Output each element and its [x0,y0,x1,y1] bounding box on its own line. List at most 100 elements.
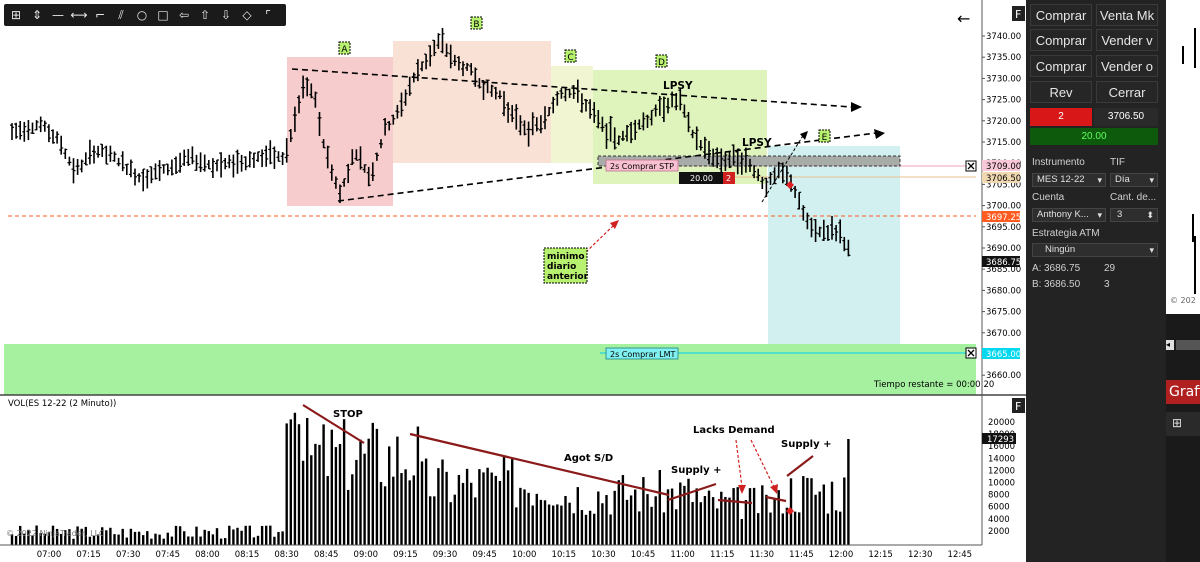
corner-icon[interactable]: ⌜ [265,8,271,22]
volume-bar [568,502,571,545]
reverse-button[interactable]: Rev [1030,81,1092,103]
volume-bar [244,525,247,545]
adjacent-scroll-left-icon[interactable]: ◂ [1166,340,1174,350]
diamond-icon[interactable]: ◇ [242,8,252,22]
volume-bar [470,482,473,545]
volume-bar [588,510,592,545]
phase-a-label: A [341,45,348,55]
volume-bar [839,511,842,545]
limit-order-tag[interactable] [605,347,679,360]
stop-price-tag[interactable] [679,172,723,184]
volume-bar [515,507,518,545]
parallel-lines-icon[interactable]: ⫽ [118,8,124,22]
volume-bar [777,490,780,545]
time-tick-label: 10:15 [552,550,577,560]
ruler-icon[interactable]: ⊞ [10,8,22,22]
ellipse-icon[interactable]: ○ [136,8,148,22]
buy-limit-button[interactable]: Comprar [1030,29,1092,51]
time-remaining: Tiempo restante = 00:00:20 [873,380,994,390]
volume-bar [150,538,153,545]
tif-label: TIF [1110,157,1125,168]
chart-area[interactable]: A B C D E LPSY LPSY minimo diario anteri… [0,0,1026,562]
price-tick-label: 3725.00 [986,96,1021,106]
volume-bar [670,488,674,545]
note-line-1: minimo [547,252,585,262]
ask-size: 29 [1104,263,1116,274]
stop-price-text: 20.00 [690,174,713,183]
angle-icon[interactable]: ⌐ [94,8,106,22]
volume-bar [736,487,739,545]
arrow-down-icon[interactable]: ⇩ [220,8,232,22]
arrow-up-icon[interactable]: ⇧ [199,8,211,22]
stop-qty-tag[interactable] [723,172,735,184]
volume-bar [330,429,333,545]
stepper-icon[interactable]: ⬍ [1146,210,1154,220]
time-tick-label: 11:30 [750,550,775,560]
volume-bar [96,534,100,545]
volume-bar [191,536,194,545]
volume-bar [556,504,559,545]
back-arrow-icon[interactable]: ← [957,9,970,28]
horizontal-line-icon[interactable]: — [52,8,64,22]
volume-bar [400,473,403,545]
time-tick-label: 10:30 [591,550,616,560]
buy-stop-button[interactable]: Comprar [1030,55,1092,77]
entry-diamond [786,181,794,189]
stop-qty-text: 2 [726,174,731,183]
buy-market-button[interactable]: Comprar [1030,4,1092,26]
volume-bar [629,495,633,545]
volume-bar [60,533,63,545]
volume-bar [80,528,83,545]
order-entry-panel: Comprar Venta Mk Comprar Vender v Compra… [1026,0,1166,562]
sell-limit-button[interactable]: Vender v [1096,29,1158,51]
volume-bar [580,510,584,545]
chart-tab[interactable]: Grafic [1166,380,1200,404]
note-arrow-line [585,224,615,253]
volume-bar [142,535,145,545]
price-volume-chart[interactable]: A B C D E LPSY LPSY minimo diario anteri… [0,0,1026,562]
volume-bar [199,536,202,545]
tif-select[interactable]: Día ▾ [1110,173,1158,187]
vertical-lines-icon[interactable]: ⇕ [31,8,43,22]
price-tick-label: 3715.00 [986,138,1021,148]
price-axis: 3740.00 3735.00 3730.00 3725.00 3720.00 3715.… [982,32,1021,381]
rectangle-icon[interactable]: □ [157,8,169,22]
volume-panel-button[interactable] [1012,398,1025,413]
volume-bar [232,529,235,545]
volume-bar [798,512,801,545]
volume-bar [396,436,399,545]
adjacent-ruler-icon[interactable]: ⊞ [1172,416,1183,430]
arrow-left-icon[interactable]: ⇦ [178,8,190,22]
volume-bar [732,488,735,545]
volume-bar [847,439,850,545]
volume-bar [675,509,678,545]
stop-order-tag[interactable] [605,159,679,172]
volume-bar [121,528,124,545]
volume-bar [744,500,748,545]
volume-bar [523,489,526,545]
chevron-down-icon: ▾ [1149,175,1154,185]
account-select[interactable]: Anthony K... ▾ [1032,208,1106,222]
volume-bar [72,538,75,545]
sell-stop-button[interactable]: Vender o [1096,55,1158,77]
volume-bar [457,474,461,545]
volume-bar [494,475,497,545]
quantity-stepper[interactable]: 3 ⬍ [1110,208,1158,222]
volume-bar [174,525,178,545]
volume-bar [76,526,79,545]
volume-bar [322,424,325,545]
volume-bar [101,527,104,545]
volume-bar [609,514,612,545]
close-position-button[interactable]: Cerrar [1096,81,1158,103]
volume-bar [273,536,276,545]
arrow-line-icon[interactable]: ⟷ [70,8,88,22]
sell-market-button[interactable]: Venta Mk [1096,4,1158,26]
atm-strategy-select[interactable]: Ningún ▾ [1032,243,1158,257]
volume-bar [310,455,313,545]
instrument-select[interactable]: MES 12-22 ▾ [1032,173,1106,187]
adjacent-scrollbar[interactable] [1176,340,1200,350]
volume-bar [757,513,760,545]
volume-bar [752,487,756,545]
volume-bar [687,478,690,545]
price-panel-button[interactable] [1012,6,1025,21]
